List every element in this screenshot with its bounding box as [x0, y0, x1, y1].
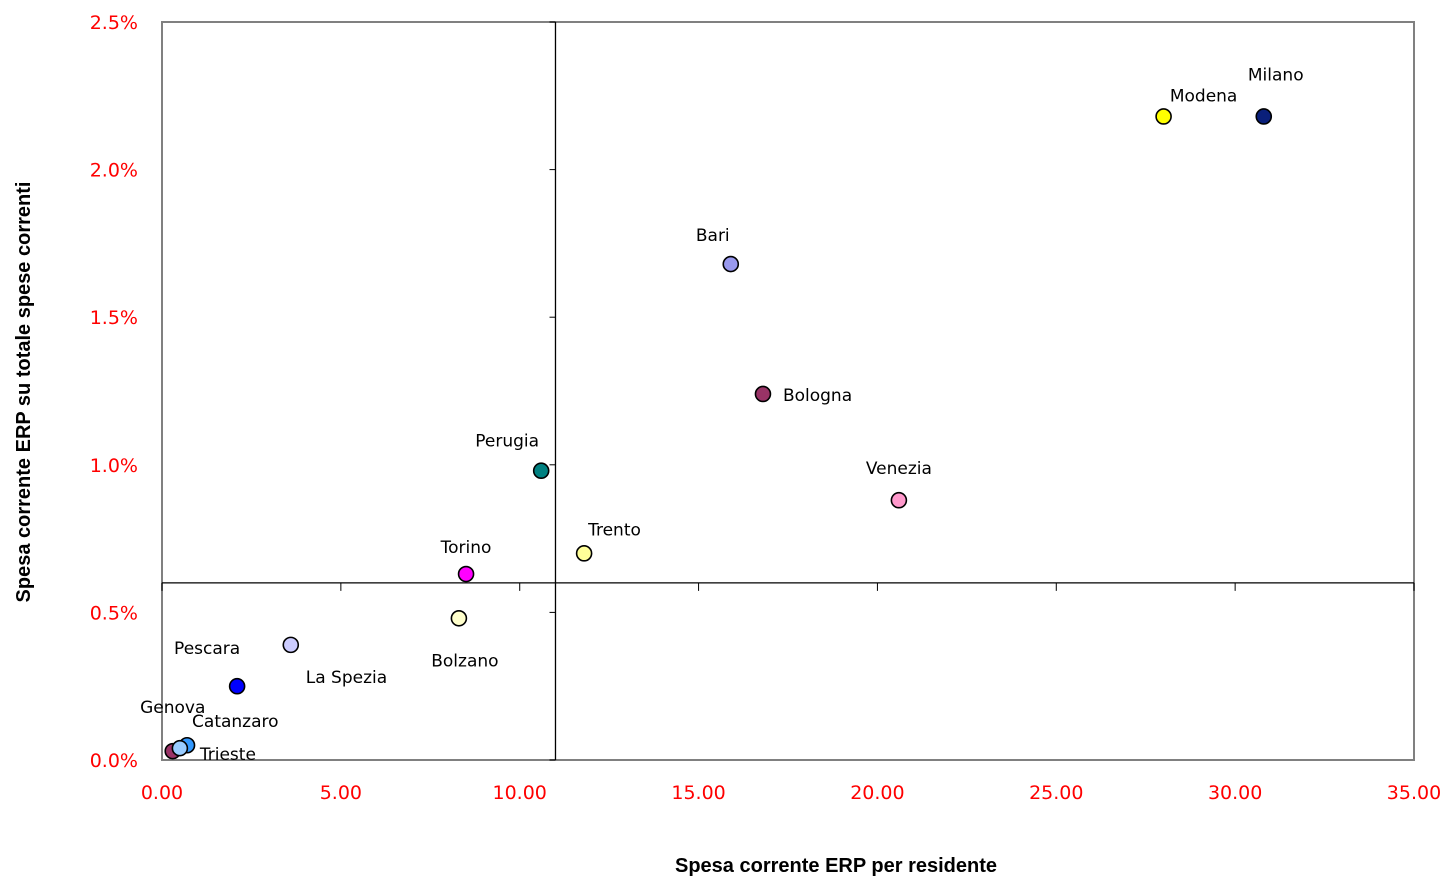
data-point — [890, 491, 908, 509]
x-axis-title: Spesa corrente ERP per residente — [675, 855, 997, 877]
y-tick-label: 2.0% — [90, 160, 138, 182]
data-point — [722, 255, 740, 273]
data-point — [754, 385, 772, 403]
y-tick-label: 0.5% — [90, 602, 138, 624]
point-label: Catanzaro — [192, 712, 279, 732]
data-point — [575, 545, 593, 562]
point-label: Trento — [587, 520, 641, 540]
point-label: La Spezia — [306, 668, 387, 688]
data-points — [164, 108, 1273, 760]
data-point — [532, 462, 550, 480]
y-tick-label: 0.0% — [90, 750, 138, 772]
y-axis-ticks: 0.0% 0.5% 1.0% 1.5% 2.0% 2.5% — [90, 12, 556, 772]
point-label: Pescara — [174, 639, 240, 659]
data-point — [228, 677, 246, 695]
data-point — [282, 636, 300, 654]
x-tick-label: 25.00 — [1029, 782, 1083, 804]
plot-area — [161, 21, 1415, 761]
x-axis-ticks: 0.00 5.00 10.00 15.00 20.00 25.00 30.00 35.00 — [141, 582, 1441, 804]
data-point — [1155, 108, 1172, 125]
point-label: Modena — [1170, 86, 1238, 106]
point-labels: Milano Modena Bari Bologna Venezia Perugia Tre… — [140, 65, 1304, 765]
data-point — [171, 739, 189, 757]
y-tick-label: 1.5% — [90, 307, 138, 329]
data-point — [457, 565, 475, 583]
y-axis-title: Spesa corrente ERP su totale spese corre… — [13, 182, 35, 603]
quadrant-lines — [162, 22, 1414, 760]
point-label: Bologna — [783, 386, 852, 406]
data-point — [1255, 108, 1273, 125]
x-tick-label: 15.00 — [671, 782, 725, 804]
y-tick-label: 2.5% — [90, 12, 138, 34]
point-label: Bari — [696, 226, 730, 246]
point-label: Bolzano — [431, 651, 498, 671]
point-label: Torino — [440, 538, 492, 558]
x-tick-label: 30.00 — [1208, 782, 1262, 804]
point-label: Milano — [1248, 65, 1304, 85]
point-label: Perugia — [475, 432, 539, 452]
x-tick-label: 35.00 — [1387, 782, 1441, 804]
y-tick-label: 1.0% — [90, 455, 138, 477]
x-tick-label: 0.00 — [141, 782, 183, 804]
x-tick-label: 10.00 — [493, 782, 547, 804]
point-label: Venezia — [866, 459, 932, 479]
point-label: Trieste — [199, 745, 256, 765]
data-point — [450, 610, 468, 627]
x-tick-label: 5.00 — [320, 782, 362, 804]
point-label: Genova — [140, 698, 205, 718]
x-tick-label: 20.00 — [850, 782, 904, 804]
